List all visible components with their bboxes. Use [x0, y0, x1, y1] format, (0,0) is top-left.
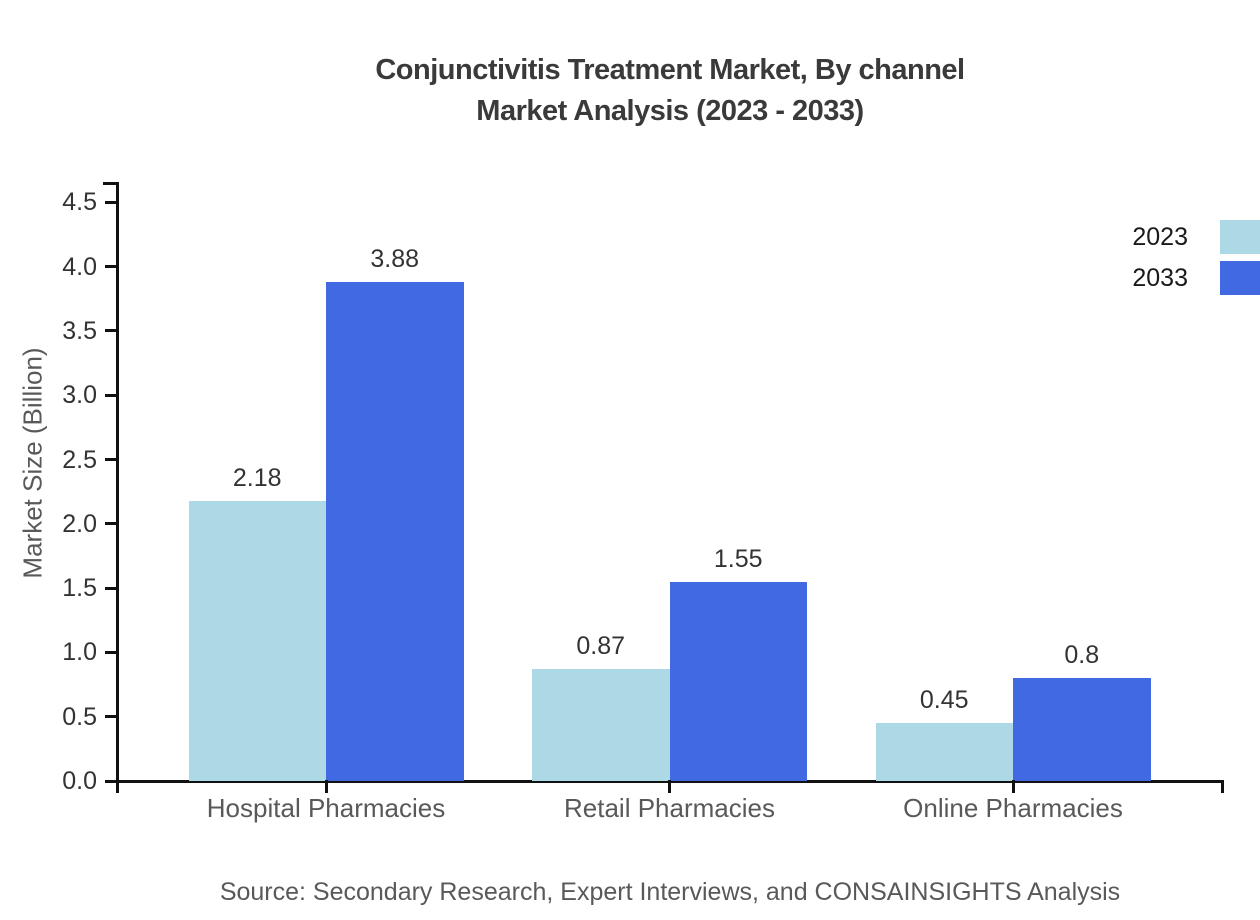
y-axis-tick — [105, 522, 118, 526]
y-axis-tick-label: 4.0 — [62, 252, 97, 281]
bar-2033-online-pharmacies — [1013, 678, 1151, 781]
chart-title-line2: Market Analysis (2023 - 2033) — [476, 95, 864, 127]
y-axis-top-cap — [103, 182, 119, 185]
bar-2023-online-pharmacies — [875, 723, 1013, 781]
y-axis-tick-label: 3.5 — [62, 316, 97, 345]
y-axis-tick — [105, 779, 118, 783]
bar-value-label-2023-retail-pharmacies: 0.87 — [576, 632, 626, 661]
bar-2033-hospital-pharmacies — [326, 282, 464, 781]
x-category-label-hospital-pharmacies: Hospital Pharmacies — [206, 793, 446, 823]
y-axis-tick-label: 4.5 — [62, 188, 97, 217]
bar-2023-hospital-pharmacies — [188, 500, 326, 781]
y-axis-tick — [105, 586, 118, 590]
y-axis-tick-label: 0.5 — [62, 702, 97, 731]
y-axis-tick — [105, 715, 118, 719]
legend-item-2023: 2023 — [1132, 220, 1260, 254]
x-axis-end-cap — [1221, 780, 1224, 793]
bar-2033-retail-pharmacies — [669, 581, 807, 781]
bar-value-label-2033-hospital-pharmacies: 3.88 — [370, 245, 420, 274]
legend-item-2033: 2033 — [1132, 261, 1260, 295]
bar-2023-retail-pharmacies — [532, 669, 670, 781]
y-axis-line — [116, 182, 119, 793]
y-axis-tick-label: 0.0 — [62, 767, 97, 795]
bar-value-label-2033-retail-pharmacies: 1.55 — [713, 544, 763, 573]
source-note: Source: Secondary Research, Expert Inter… — [219, 878, 1121, 906]
bar-value-label-2023-hospital-pharmacies: 2.18 — [232, 463, 282, 492]
y-axis-tick-label: 2.5 — [62, 445, 97, 474]
y-axis-tick-label: 1.0 — [62, 638, 97, 667]
bar-value-label-2033-online-pharmacies: 0.8 — [1064, 641, 1100, 670]
y-axis-tick-label: 1.5 — [62, 574, 97, 603]
legend-label-2033: 2033 — [1132, 263, 1188, 292]
chart-title: Conjunctivitis Treatment Market, By chan… — [80, 50, 1260, 132]
y-axis-tick-label: 3.0 — [62, 381, 97, 410]
x-axis-tick-retail-pharmacies — [668, 780, 671, 793]
legend-swatch-2033-icon — [1220, 261, 1260, 295]
y-axis-tick — [105, 650, 118, 654]
x-axis-tick-hospital-pharmacies — [324, 780, 328, 793]
y-axis-tick — [105, 458, 118, 461]
legend-swatch-2023-icon — [1220, 220, 1260, 254]
y-axis-tick-label: 2.0 — [62, 509, 97, 538]
x-category-label-retail-pharmacies: Retail Pharmacies — [564, 793, 775, 823]
chart-title-line1: Conjunctivitis Treatment Market, By chan… — [375, 54, 965, 86]
x-category-label-online-pharmacies: Online Pharmacies — [903, 793, 1123, 823]
legend-label-2023: 2023 — [1132, 222, 1188, 251]
x-axis-tick-online-pharmacies — [1011, 780, 1015, 793]
y-axis-tick — [105, 265, 118, 269]
y-axis-tick — [105, 393, 118, 397]
bar-value-label-2023-online-pharmacies: 0.45 — [919, 686, 969, 715]
y-axis-tick — [105, 329, 118, 333]
y-axis-tick — [105, 200, 118, 204]
